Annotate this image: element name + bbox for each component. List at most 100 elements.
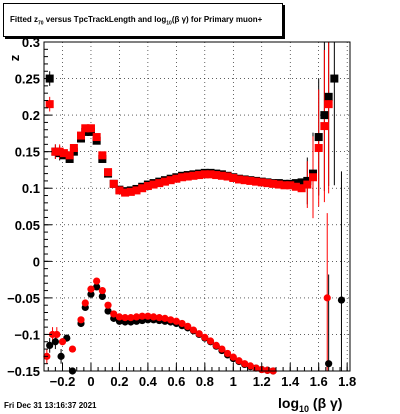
square-marker — [280, 181, 289, 190]
circle-marker — [218, 345, 226, 353]
circle-marker — [178, 319, 186, 328]
square-marker — [189, 171, 198, 180]
y-tick-label: 0.05 — [15, 218, 40, 233]
square-marker — [240, 176, 249, 185]
y-tick-label: −0.05 — [7, 291, 40, 306]
square-marker — [200, 170, 209, 179]
title-box: Fitted z70 versus TpcTrackLength and log… — [3, 3, 283, 37]
square-marker — [143, 182, 152, 191]
circle-marker — [58, 338, 67, 346]
x-tick-label: 0.8 — [196, 374, 214, 389]
grid-lines — [44, 41, 350, 372]
circle-marker — [246, 362, 254, 370]
circle-marker — [93, 277, 101, 285]
square-marker — [324, 100, 333, 109]
circle-marker — [132, 313, 141, 321]
y-tick-label: −0.1 — [14, 327, 40, 342]
square-marker — [121, 188, 130, 197]
circle-marker — [87, 285, 95, 293]
y-tick-label: 0.1 — [22, 181, 40, 196]
y-tick-label: 0.25 — [15, 72, 40, 87]
circle-marker — [98, 286, 106, 295]
square-marker — [132, 186, 141, 195]
circle-marker — [337, 296, 346, 304]
square-marker — [55, 147, 64, 156]
square-marker — [206, 170, 215, 179]
square-marker — [77, 131, 86, 140]
circle-marker — [93, 283, 101, 291]
y-tick-label: 0.2 — [22, 108, 40, 123]
circle-marker — [212, 341, 220, 350]
title-sub1: 70 — [38, 20, 44, 27]
square-marker — [297, 178, 306, 187]
x-tick-label: 1.4 — [281, 374, 300, 389]
axis-ticks — [44, 41, 348, 372]
circle-marker — [325, 360, 333, 368]
square-marker — [92, 133, 101, 142]
circle-marker — [87, 290, 95, 298]
plot-frame — [43, 41, 351, 372]
square-marker — [297, 184, 306, 193]
x-tick-label: 1.2 — [253, 374, 271, 389]
square-marker — [212, 171, 221, 180]
x-axis-title-log: log — [278, 395, 299, 411]
square-marker — [104, 168, 113, 177]
chart-title: Fitted z70 versus TpcTrackLength and log… — [10, 15, 262, 27]
x-tick-label: −0.2 — [50, 374, 76, 389]
circle-marker — [57, 352, 65, 360]
square-marker — [229, 173, 238, 182]
circle-marker — [167, 316, 175, 324]
x-tick-label: 1.6 — [310, 374, 328, 389]
circle-marker — [149, 313, 158, 321]
circle-marker — [144, 312, 152, 320]
circle-marker — [46, 341, 54, 350]
circle-marker — [195, 330, 203, 338]
square-marker — [291, 182, 300, 191]
circle-marker — [172, 317, 180, 325]
title-prefix: Fitted z — [10, 15, 38, 24]
y-axis-title: z — [7, 54, 22, 61]
x-axis-title: log10 (β γ) — [278, 395, 342, 414]
circle-marker — [121, 314, 129, 322]
x-tick-label: 0.6 — [167, 374, 185, 389]
circle-marker — [104, 307, 112, 315]
square-marker — [86, 124, 95, 133]
circle-marker — [229, 353, 237, 361]
circle-marker — [68, 345, 77, 353]
square-marker — [246, 176, 255, 185]
circle-marker — [98, 292, 106, 301]
x-tick-label: 1.8 — [338, 374, 356, 389]
circle-marker — [138, 312, 146, 320]
circle-marker — [323, 294, 331, 302]
x-tick-label: 0 — [87, 374, 94, 389]
title-sub2: 10 — [166, 20, 172, 27]
tick-labels: −0.2 0 0.2 0.4 0.6 0.8 1 1.2 1.4 1.6 1.8 −0.15 −0.1 −… — [7, 35, 356, 389]
circle-marker — [235, 357, 243, 365]
square-marker — [303, 180, 312, 189]
square-marker — [69, 144, 78, 153]
y-tick-label: −0.15 — [7, 364, 40, 379]
square-marker — [234, 175, 243, 184]
square-marker — [183, 172, 192, 181]
square-marker — [138, 184, 147, 193]
circle-marker — [115, 313, 124, 321]
square-marker — [81, 124, 90, 133]
square-marker — [263, 179, 272, 188]
circle-marker — [241, 360, 249, 368]
square-marker — [217, 171, 226, 180]
circle-marker — [81, 299, 89, 307]
title-middle: versus TpcTrackLength and log — [43, 15, 167, 24]
circle-marker — [201, 333, 209, 341]
x-tick-label: 0.2 — [110, 374, 128, 389]
circle-marker — [155, 314, 163, 322]
x-axis-title-rest: (β γ) — [309, 395, 342, 411]
square-marker — [257, 178, 266, 187]
x-tick-label: 0.4 — [139, 374, 158, 389]
square-marker — [65, 151, 74, 160]
square-marker — [330, 74, 339, 83]
circle-marker — [51, 338, 59, 346]
square-marker — [166, 176, 175, 185]
square-marker — [269, 179, 278, 188]
square-marker — [115, 186, 124, 195]
square-marker — [51, 147, 60, 156]
